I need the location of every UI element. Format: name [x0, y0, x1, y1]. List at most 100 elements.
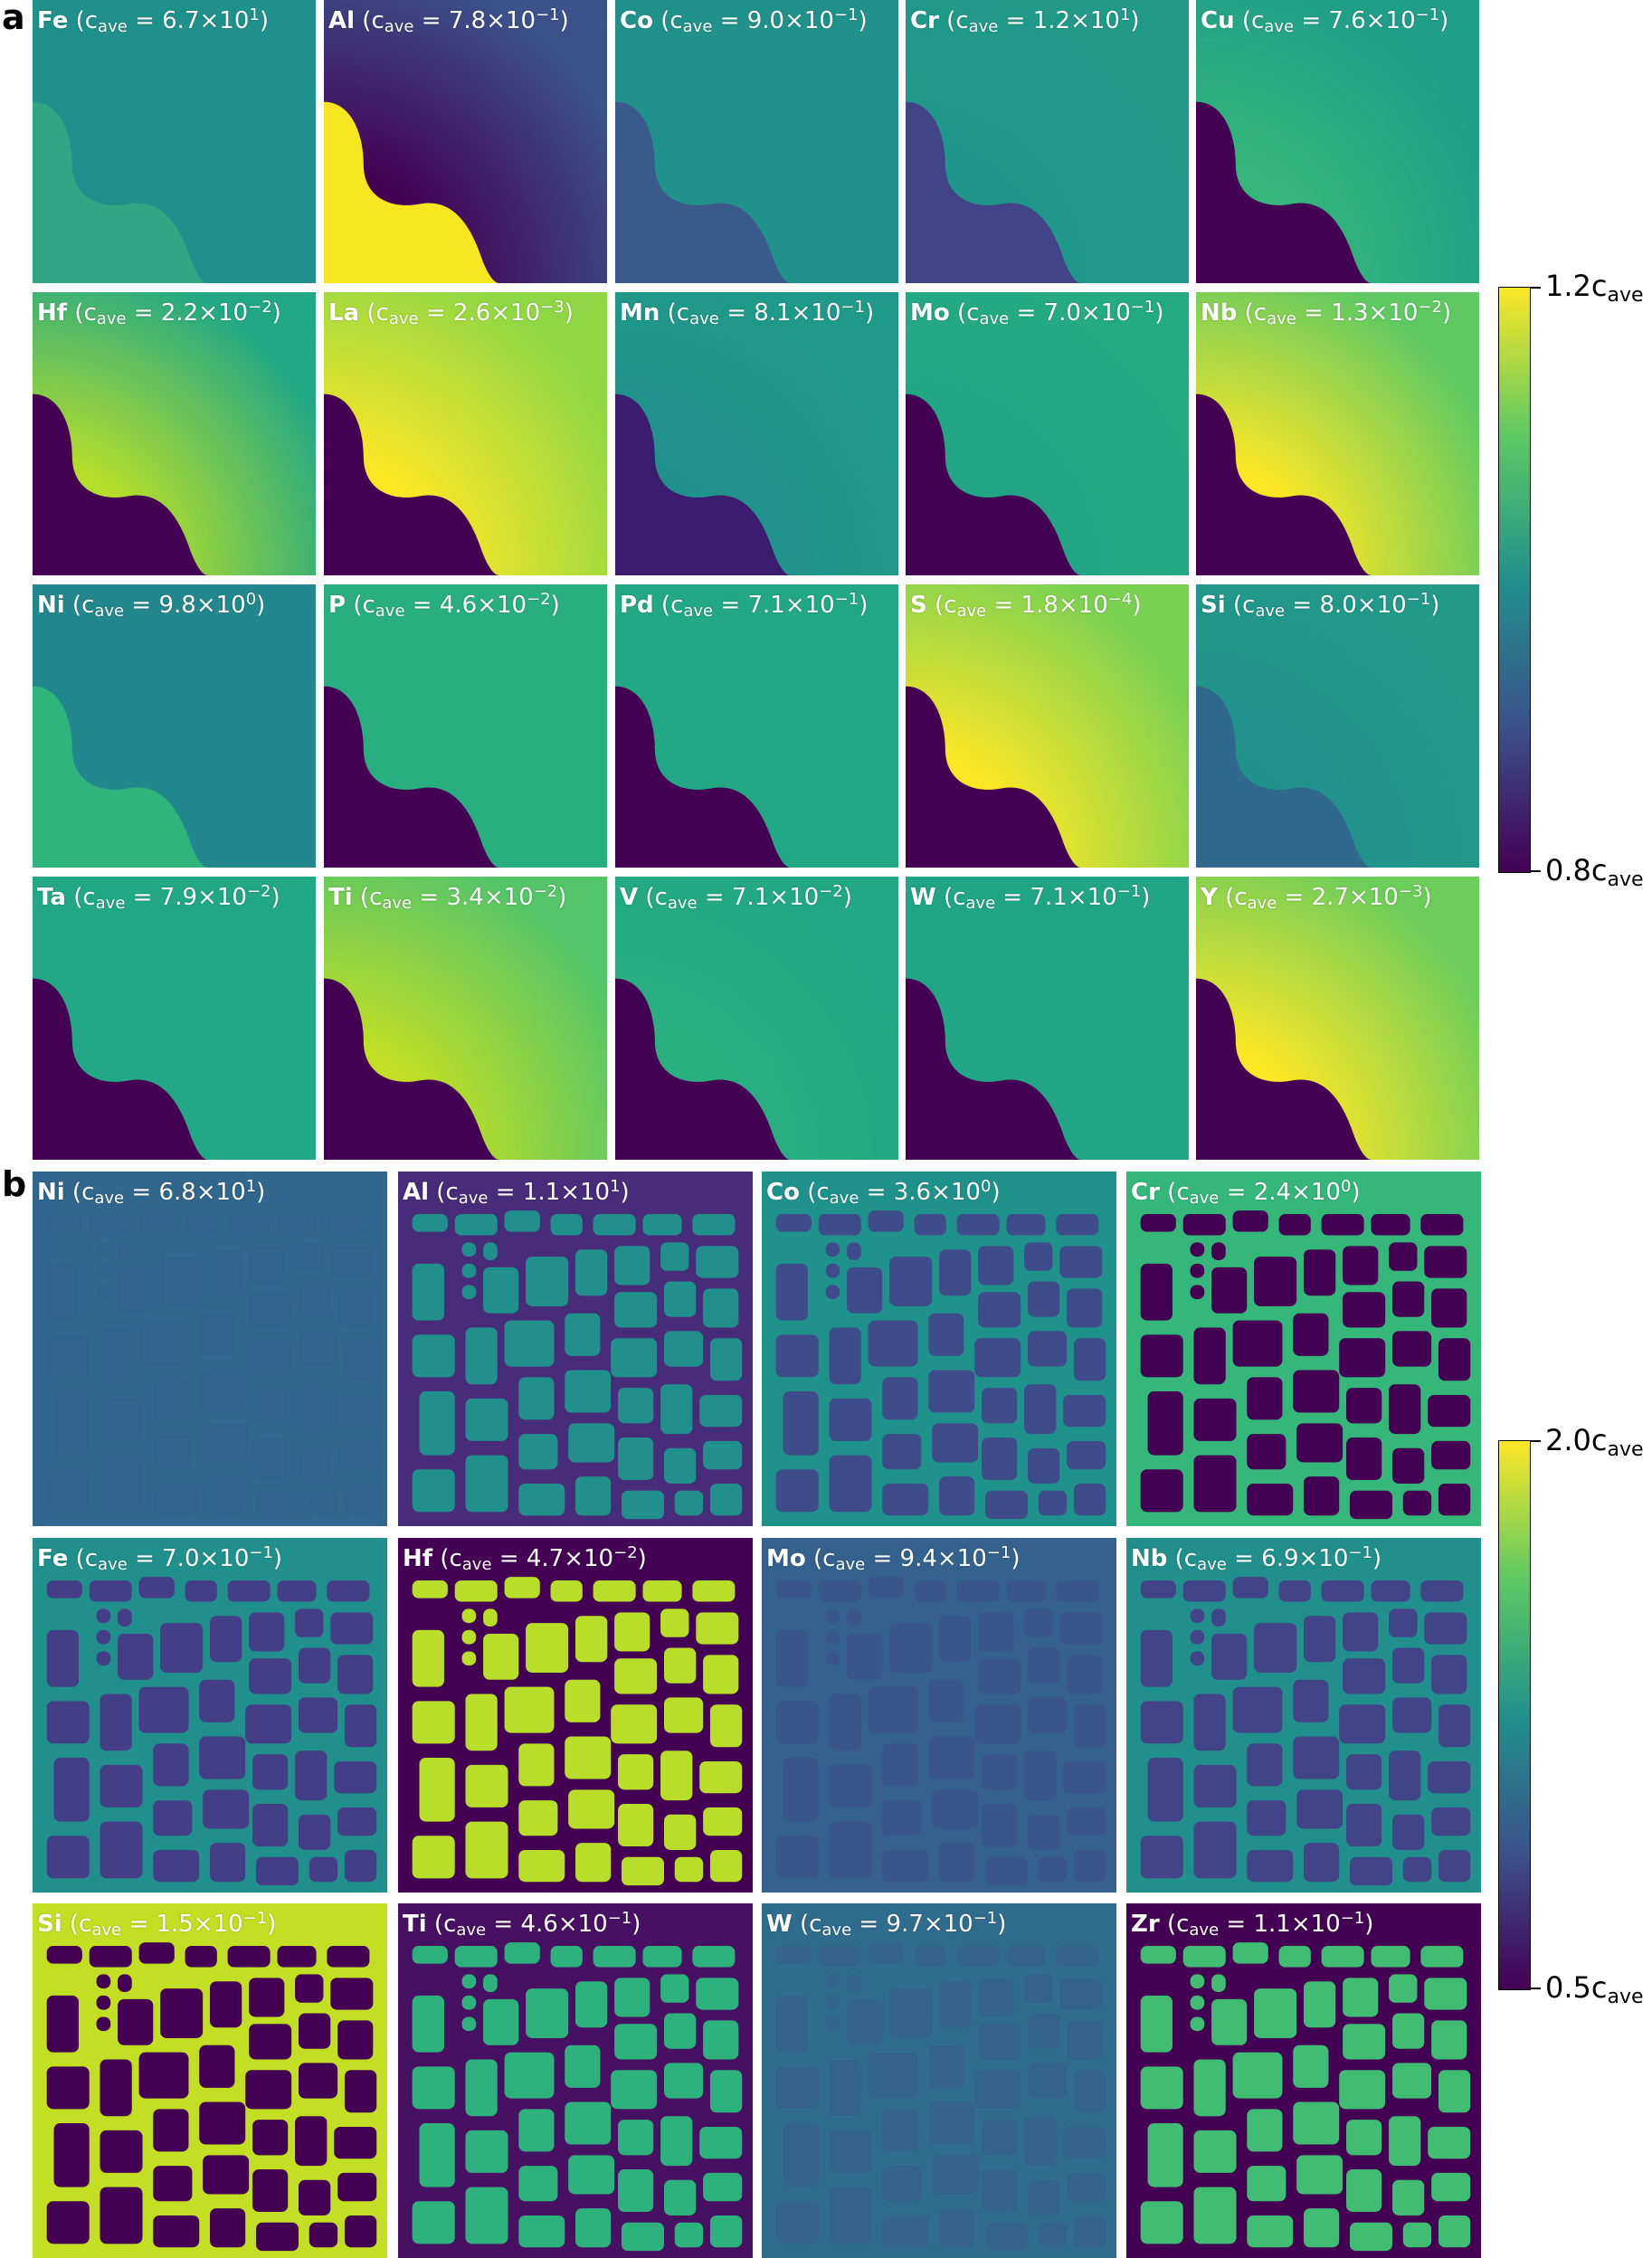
colorbar-a-tick-max — [1530, 287, 1541, 289]
b-tile-si: Si (cave = 1.5×10−1) — [33, 1903, 387, 2258]
a-tile-map — [1196, 584, 1479, 868]
tile-title: Mo (cave = 9.4×10−1) — [766, 1543, 1021, 1574]
element-symbol: S — [910, 592, 927, 619]
a-tile-v: V (cave = 7.1×10−2) — [615, 877, 898, 1160]
element-symbol: Hf — [37, 299, 68, 327]
cave-exponent: −1 — [833, 5, 859, 24]
tile-title: V (cave = 7.1×10−2) — [620, 882, 852, 913]
precipitate-shape — [1196, 101, 1372, 283]
element-symbol: Pd — [620, 592, 654, 619]
tile-title: Nb (cave = 1.3×10−2) — [1201, 298, 1452, 328]
tile-title: Ni (cave = 9.8×100) — [37, 590, 266, 621]
colorbar-b-min-label: 0.5cave — [1545, 1970, 1644, 2008]
a-tile-ti: Ti (cave = 3.4×10−2) — [324, 877, 607, 1160]
cave-exponent: 1 — [249, 5, 260, 24]
a-tile-mo: Mo (cave = 7.0×10−1) — [906, 292, 1189, 575]
b-tile-mo: Mo (cave = 9.4×10−1) — [762, 1538, 1116, 1893]
a-tile-cr: Cr (cave = 1.2×101) — [906, 0, 1189, 283]
tile-title: Hf (cave = 2.2×10−2) — [37, 298, 281, 328]
a-tile-map — [906, 0, 1189, 283]
cave-exponent: −3 — [540, 298, 565, 317]
cave-exponent: −1 — [1116, 882, 1142, 901]
cave-mantissa: 8.1 — [754, 299, 792, 327]
cave-mantissa: 4.6 — [520, 1911, 558, 1938]
element-symbol: Mo — [910, 299, 950, 327]
element-symbol: Ni — [37, 592, 65, 619]
a-tile-map — [324, 877, 607, 1160]
cave-mantissa: 4.6 — [439, 592, 478, 619]
element-symbol: Cr — [1131, 1179, 1160, 1206]
element-symbol: Mn — [620, 299, 660, 327]
element-symbol: V — [620, 884, 639, 911]
a-tile-map — [906, 292, 1189, 575]
tile-title: Mn (cave = 8.1×10−1) — [620, 298, 875, 328]
tile-title: Al (cave = 1.1×101) — [403, 1177, 630, 1208]
a-tile-map — [1196, 0, 1479, 283]
colorbar-a-tick-min — [1530, 870, 1541, 872]
cave-exponent: −2 — [613, 1543, 638, 1562]
cave-mantissa: 4.7 — [526, 1545, 565, 1572]
colorbar-b — [1498, 1440, 1531, 1990]
a-tile-ni: Ni (cave = 9.8×100) — [33, 584, 316, 868]
a-tile-map — [615, 584, 898, 868]
element-symbol: W — [766, 1911, 793, 1938]
b-tile-w: W (cave = 9.7×10−1) — [762, 1903, 1116, 2258]
b-tile-map — [1126, 1172, 1481, 1526]
cave-mantissa: 3.6 — [893, 1179, 932, 1206]
a-tile-p: P (cave = 4.6×10−2) — [324, 584, 607, 868]
cave-mantissa: 7.0 — [1043, 299, 1081, 327]
cave-exponent: −2 — [248, 298, 272, 317]
a-tile-map — [1196, 292, 1479, 575]
precipitate-shape — [33, 686, 209, 868]
tile-title: Cr (cave = 2.4×100) — [1131, 1177, 1361, 1208]
cave-mantissa: 7.1 — [747, 592, 785, 619]
cave-mantissa: 1.3 — [1331, 299, 1369, 327]
cave-mantissa: 2.4 — [1253, 1179, 1292, 1206]
precipitate-shape — [906, 686, 1082, 868]
cave-exponent: −2 — [527, 590, 551, 609]
precipitate-shape — [615, 978, 792, 1160]
colorbar-a-min-label: 0.8cave — [1545, 853, 1644, 891]
a-tile-w: W (cave = 7.1×10−1) — [906, 877, 1189, 1160]
a-tile-pd: Pd (cave = 7.1×10−1) — [615, 584, 898, 868]
cave-exponent: −4 — [1107, 590, 1133, 609]
a-tile-la: La (cave = 2.6×10−3) — [324, 292, 607, 575]
precipitate-shape — [324, 978, 500, 1160]
precipitate-shape — [33, 101, 209, 283]
a-tile-map — [906, 877, 1189, 1160]
cave-exponent: 1 — [610, 1177, 621, 1196]
tile-title: Al (cave = 7.8×10−1) — [328, 5, 569, 36]
b-tile-ni: Ni (cave = 6.8×101) — [33, 1172, 387, 1526]
b-tile-map — [1126, 1538, 1481, 1893]
cave-exponent: −1 — [1406, 590, 1431, 609]
cave-mantissa: 2.7 — [1311, 884, 1349, 911]
element-symbol: Al — [328, 7, 356, 34]
cave-mantissa: 7.9 — [159, 884, 198, 911]
element-symbol: Mo — [766, 1545, 806, 1572]
cave-mantissa: 6.7 — [162, 7, 200, 34]
colorbar-b-tick-max — [1530, 1440, 1541, 1442]
tile-title: S (cave = 1.8×10−4) — [910, 590, 1142, 621]
colorbar-a — [1498, 287, 1531, 873]
tile-title: Hf (cave = 4.7×10−2) — [403, 1543, 647, 1574]
tile-title: Fe (cave = 7.0×10−1) — [37, 1543, 283, 1574]
cave-exponent: −1 — [834, 590, 859, 609]
element-symbol: Si — [37, 1911, 62, 1938]
element-symbol: Ta — [37, 884, 66, 911]
b-tile-co: Co (cave = 3.6×100) — [762, 1172, 1116, 1526]
tile-title: Zr (cave = 1.1×10−1) — [1131, 1909, 1374, 1940]
cave-exponent: −3 — [1398, 882, 1423, 901]
element-symbol: Fe — [37, 7, 69, 34]
cave-mantissa: 1.1 — [522, 1179, 561, 1206]
a-tile-fe: Fe (cave = 6.7×101) — [33, 0, 316, 283]
b-tile-map — [762, 1538, 1116, 1893]
b-tile-fe: Fe (cave = 7.0×10−1) — [33, 1538, 387, 1893]
element-symbol: Ni — [37, 1179, 65, 1206]
cave-exponent: −2 — [1418, 298, 1442, 317]
cave-exponent: −1 — [973, 1909, 998, 1928]
cave-exponent: −1 — [1130, 298, 1155, 317]
cave-exponent: −2 — [246, 882, 271, 901]
a-tile-si: Si (cave = 8.0×10−1) — [1196, 584, 1479, 868]
element-symbol: Hf — [403, 1545, 433, 1572]
tile-title: Si (cave = 8.0×10−1) — [1201, 590, 1440, 621]
